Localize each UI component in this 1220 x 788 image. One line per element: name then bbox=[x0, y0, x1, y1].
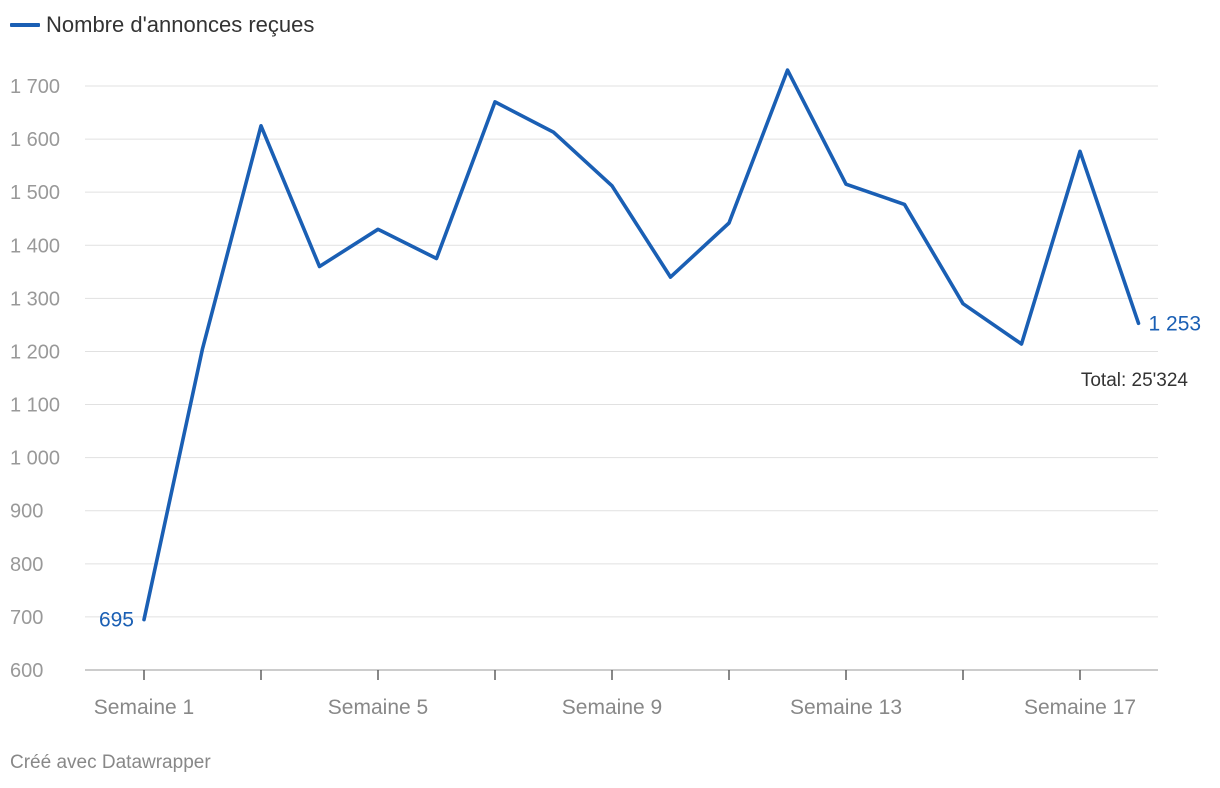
x-tick-label: Semaine 1 bbox=[94, 696, 194, 719]
end-value-label: 1 253 bbox=[1149, 312, 1202, 335]
x-tick-label: Semaine 17 bbox=[1024, 696, 1136, 719]
y-tick-label: 900 bbox=[10, 501, 43, 523]
series-line bbox=[142, 68, 1141, 622]
y-tick-label: 1 100 bbox=[10, 395, 60, 417]
y-tick-label: 800 bbox=[10, 554, 43, 576]
x-tick-label: Semaine 13 bbox=[790, 696, 902, 719]
y-tick-label: 600 bbox=[10, 660, 43, 682]
series-layer bbox=[142, 68, 1141, 622]
y-tick-label: 1 600 bbox=[10, 129, 60, 151]
y-axis-ticks: 600 700 800 900 1 000 1 100 1 200 1 300 1 400 1 5… bbox=[10, 76, 60, 682]
x-tick-label: Semaine 9 bbox=[562, 696, 662, 719]
start-value-label: 695 bbox=[99, 609, 134, 632]
data-labels: 695 1 253 Total: 25'324 bbox=[99, 312, 1201, 631]
legend-swatch bbox=[10, 23, 40, 27]
x-tick-label: Semaine 5 bbox=[328, 696, 428, 719]
grid-lines bbox=[85, 85, 1158, 671]
y-tick-label: 1 700 bbox=[10, 76, 60, 98]
x-axis-ticks: Semaine 1 Semaine 5 Semaine 9 Semaine 13 Sem… bbox=[94, 670, 1136, 719]
y-tick-label: 1 400 bbox=[10, 235, 60, 257]
footer-credit: Créé avec Datawrapper bbox=[10, 752, 211, 773]
y-tick-label: 1 300 bbox=[10, 288, 60, 310]
y-tick-label: 700 bbox=[10, 607, 43, 629]
total-annotation: Total: 25'324 bbox=[1081, 370, 1189, 391]
y-tick-label: 1 500 bbox=[10, 182, 60, 204]
y-tick-label: 1 000 bbox=[10, 448, 60, 470]
y-tick-label: 1 200 bbox=[10, 341, 60, 363]
legend: Nombre d'annonces reçues bbox=[10, 12, 314, 38]
legend-label: Nombre d'annonces reçues bbox=[46, 12, 315, 37]
